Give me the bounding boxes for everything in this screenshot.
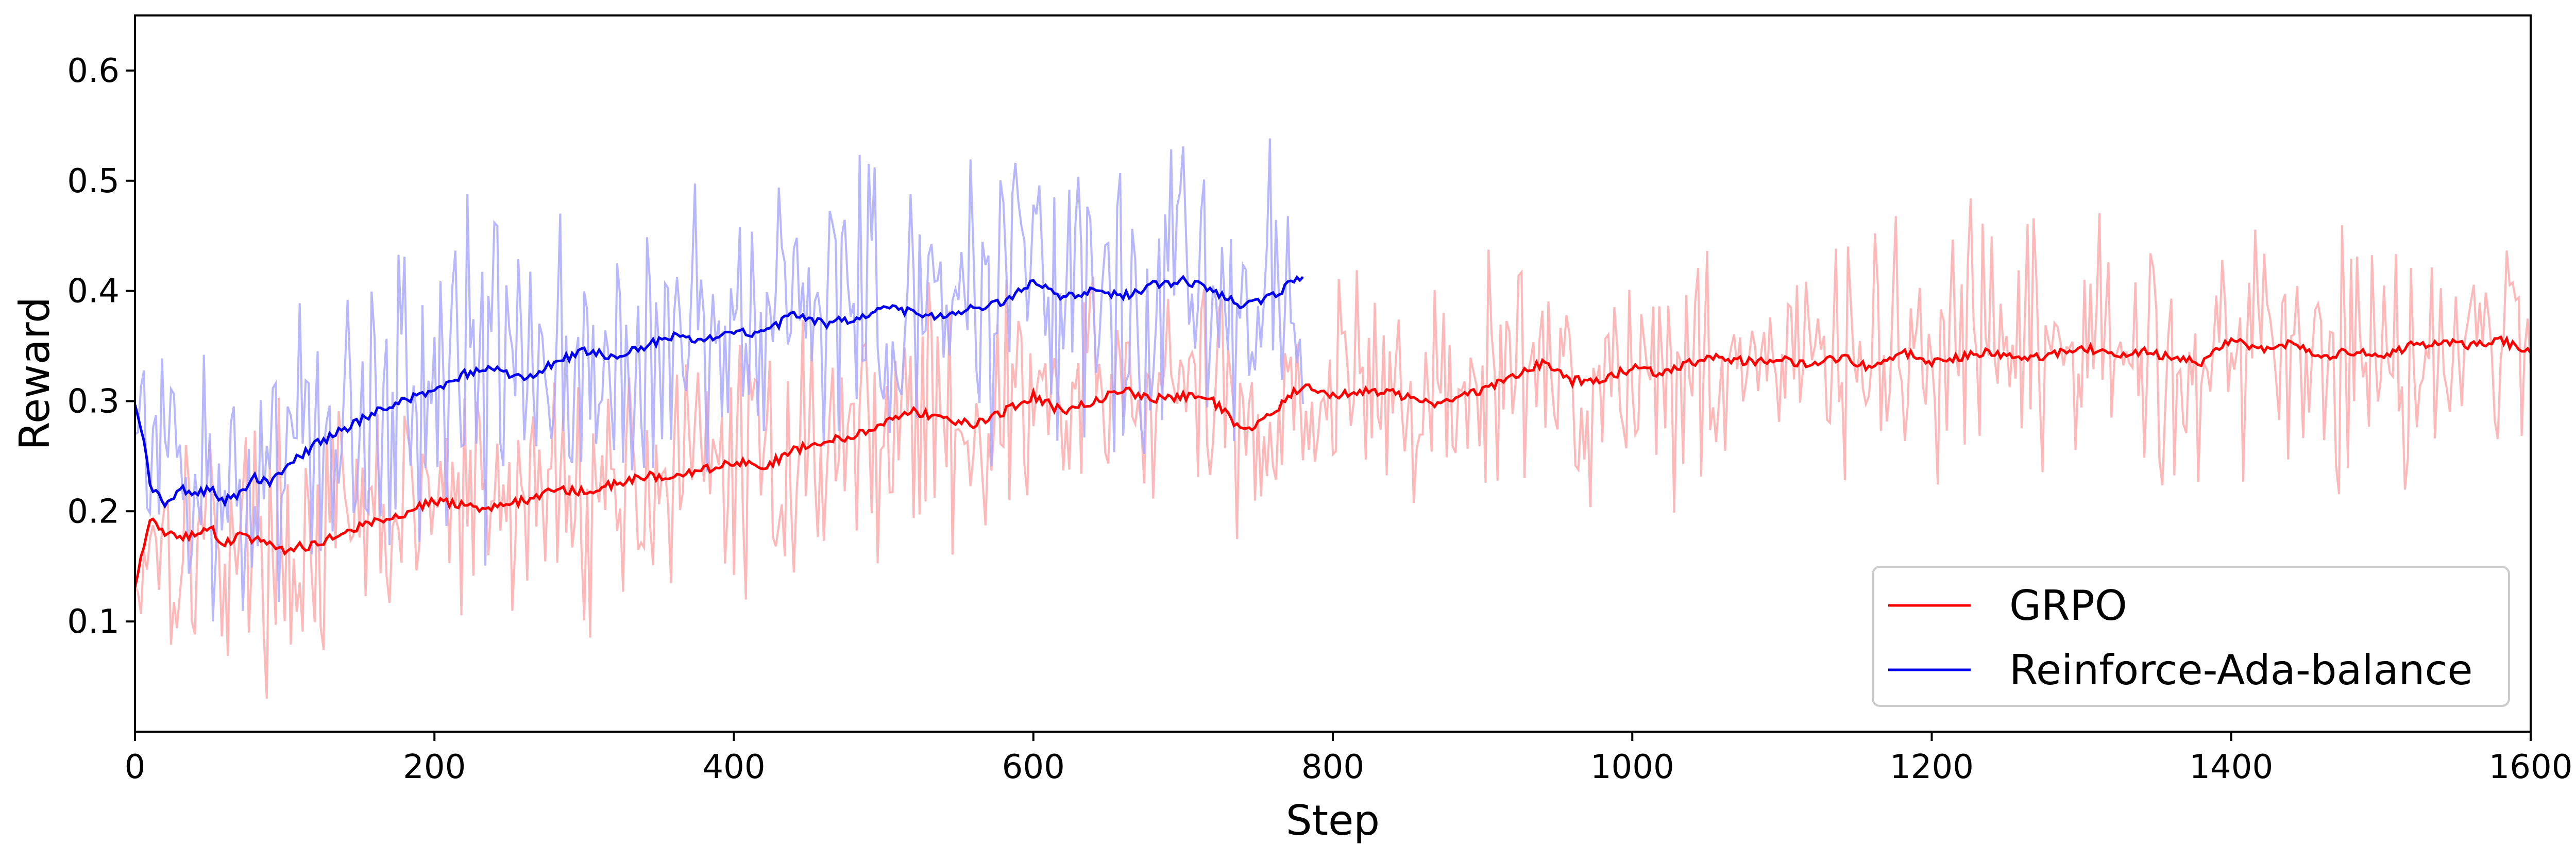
legend-label-reinforce-ada-balance: Reinforce-Ada-balance bbox=[2009, 646, 2473, 694]
raw-series-layer bbox=[134, 138, 2532, 699]
y-axis-ticks: 0.1 0.2 0.3 0.4 0.5 0.6 bbox=[67, 52, 135, 641]
x-axis-label: Step bbox=[1286, 797, 1380, 844]
y-tick-label: 0.5 bbox=[67, 162, 120, 200]
x-tick-label: 1400 bbox=[2189, 748, 2273, 786]
raw-line-grpo bbox=[134, 198, 2532, 699]
legend-label-grpo: GRPO bbox=[2009, 582, 2127, 630]
y-tick-label: 0.1 bbox=[67, 603, 120, 641]
smoothed-line-grpo bbox=[133, 335, 2532, 588]
y-tick-label: 0.4 bbox=[67, 273, 120, 311]
y-axis-label: Reward bbox=[11, 297, 59, 450]
x-tick-label: 1200 bbox=[1890, 748, 1974, 786]
legend-box bbox=[1872, 566, 2510, 707]
smoothed-series-layer bbox=[133, 275, 2532, 588]
x-axis-ticks: 0 200 400 600 800 1000 1200 1400 1600 bbox=[125, 732, 2573, 786]
raw-line-reinforce-ada-balance bbox=[134, 138, 1304, 622]
x-tick-label: 1000 bbox=[1590, 748, 1674, 786]
x-tick-label: 400 bbox=[702, 748, 765, 786]
y-tick-label: 0.6 bbox=[67, 52, 120, 90]
x-tick-label: 1600 bbox=[2489, 748, 2573, 786]
x-tick-label: 600 bbox=[1002, 748, 1065, 786]
x-tick-label: 800 bbox=[1301, 748, 1364, 786]
smoothed-line-reinforce-ada-balance bbox=[133, 275, 1304, 509]
x-tick-label: 200 bbox=[403, 748, 466, 786]
y-tick-label: 0.2 bbox=[67, 493, 120, 531]
y-tick-label: 0.3 bbox=[67, 382, 120, 420]
x-tick-label: 0 bbox=[125, 748, 146, 786]
legend: GRPO Reinforce-Ada-balance bbox=[1872, 566, 2510, 707]
